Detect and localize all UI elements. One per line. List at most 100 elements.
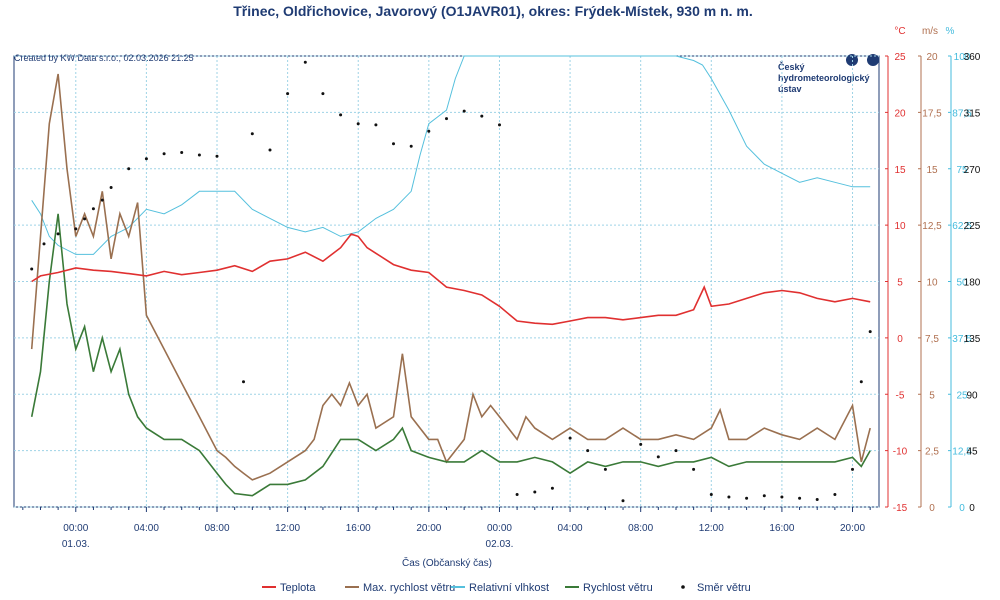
y-tick-label-hum: 0 (959, 503, 965, 514)
y-tick-label-hum: 100 (954, 52, 971, 63)
wind-direction-point (815, 498, 819, 501)
wind-direction-point (515, 493, 519, 496)
y-tick-label-temp: 20 (894, 108, 906, 119)
y-tick-label-temp: 0 (897, 334, 903, 345)
axes-layer: 00:00 01.03. 04:00 08:00 12:00 16:00 20:00 00:0… (22, 26, 981, 550)
wind-direction-point (127, 167, 131, 171)
x-tick-label: 12:00 (699, 523, 724, 534)
wind-direction-point (868, 330, 872, 334)
wind-direction-point (639, 442, 643, 446)
y-tick-label-wind: 7,5 (925, 334, 939, 345)
logo-circle-left (846, 54, 858, 66)
x-tick-label: 16:00 (346, 523, 371, 534)
y-tick-label-wind: 10 (926, 278, 938, 289)
wind-direction-point (568, 436, 572, 440)
y-tick-label-dir: 360 (964, 52, 981, 63)
y-tick-label-wind: 15 (926, 165, 938, 176)
logo-line-1: Český (778, 61, 805, 72)
wind-direction-point (374, 123, 378, 127)
wind-direction-point (427, 129, 431, 133)
x-tick-label: 04:00 (558, 523, 583, 534)
wind-direction-point (833, 493, 837, 496)
y-tick-label-hum: 62,5 (952, 221, 972, 232)
x-tick-label: 04:00 (134, 523, 159, 534)
logo-line-3: ústav (778, 84, 802, 94)
wind-direction-point (56, 232, 60, 236)
y-tick-label-dir: 180 (964, 278, 981, 289)
wind-direction-point (162, 152, 166, 156)
legend-swatch (681, 585, 685, 589)
series-hum-2-line (31, 55, 871, 255)
x-tick-label: 00:00 (63, 523, 88, 534)
x-date-label: 02.03. (486, 539, 514, 550)
wind-direction-point (215, 154, 219, 158)
wind-direction-point (603, 467, 607, 471)
wind-direction-point (709, 493, 713, 496)
y-tick-label-wind: 20 (926, 52, 938, 63)
wind-direction-point (83, 217, 87, 221)
legend-label: Teplota (280, 582, 316, 594)
wind-direction-point (286, 92, 290, 96)
x-tick-label: 12:00 (275, 523, 300, 534)
legend-label: Relativní vlhkost (469, 582, 549, 594)
logo-gap (858, 54, 861, 66)
y-unit-wind: m/s (922, 26, 938, 37)
y-tick-label-temp: 15 (894, 165, 906, 176)
series-temp-0-line (31, 233, 871, 326)
x-axis-label: Čas (Občanský čas) (402, 556, 492, 569)
y-tick-label-wind: 5 (929, 390, 935, 401)
y-tick-label-temp: -10 (893, 447, 908, 458)
y-tick-label-temp: 25 (894, 52, 906, 63)
y-tick-label-temp: -15 (893, 503, 908, 514)
wind-direction-point (692, 467, 696, 471)
wind-direction-point (745, 496, 749, 500)
wind-direction-point (762, 494, 766, 498)
wind-direction-point (180, 151, 184, 154)
x-tick-label: 08:00 (628, 523, 653, 534)
wind-direction-point (303, 60, 307, 64)
y-tick-label-dir: 135 (964, 334, 981, 345)
y-tick-label-dir: 225 (964, 221, 981, 232)
x-tick-label: 20:00 (840, 523, 865, 534)
wind-direction-point (91, 207, 95, 211)
chart-title: Třinec, Oldřichovice, Javorový (O1JAVR01… (233, 3, 753, 19)
y-tick-label-temp: -5 (896, 390, 905, 401)
legend-label: Směr větru (697, 582, 751, 594)
series-wind-1-line (30, 73, 871, 481)
wind-direction-point (242, 380, 245, 384)
x-tick-label: 16:00 (769, 523, 794, 534)
y-tick-label-hum: 50 (956, 278, 968, 289)
wind-direction-point (674, 449, 678, 453)
wind-direction-point (859, 380, 863, 384)
wind-direction-point (409, 144, 413, 148)
x-date-label: 01.03. (62, 539, 90, 550)
wind-direction-point (498, 123, 501, 127)
y-tick-label-hum: 87,5 (952, 108, 972, 119)
wind-direction-point (100, 198, 104, 202)
wind-direction-point (798, 496, 802, 500)
y-tick-label-hum: 75 (956, 165, 968, 176)
y-tick-label-wind: 2,5 (925, 447, 939, 458)
wind-direction-point (144, 157, 148, 161)
legend: Teplota Max. rychlost větru Relativní vlhk… (262, 582, 751, 594)
wind-direction-point (780, 495, 784, 499)
x-tick-label: 20:00 (416, 523, 441, 534)
wind-direction-point (268, 148, 272, 152)
y-tick-label-dir: 90 (966, 390, 978, 401)
legend-label: Max. rychlost větru (363, 582, 455, 594)
wind-direction-point (339, 113, 343, 117)
x-tick-label: 00:00 (487, 523, 512, 534)
x-tick-label: 08:00 (204, 523, 229, 534)
wind-direction-point (851, 467, 854, 471)
y-unit-temp: °C (894, 26, 905, 37)
y-tick-label-dir: 270 (964, 165, 981, 176)
wind-direction-point (392, 142, 395, 146)
wind-direction-point (356, 122, 360, 126)
wind-direction-point (321, 92, 325, 96)
wind-direction-point (42, 242, 46, 246)
wind-direction-point (197, 153, 201, 157)
y-tick-label-hum: 37,5 (952, 334, 972, 345)
wind-direction-point (109, 186, 113, 189)
series-wind-3-line (30, 213, 871, 497)
wind-direction-point (462, 109, 466, 113)
